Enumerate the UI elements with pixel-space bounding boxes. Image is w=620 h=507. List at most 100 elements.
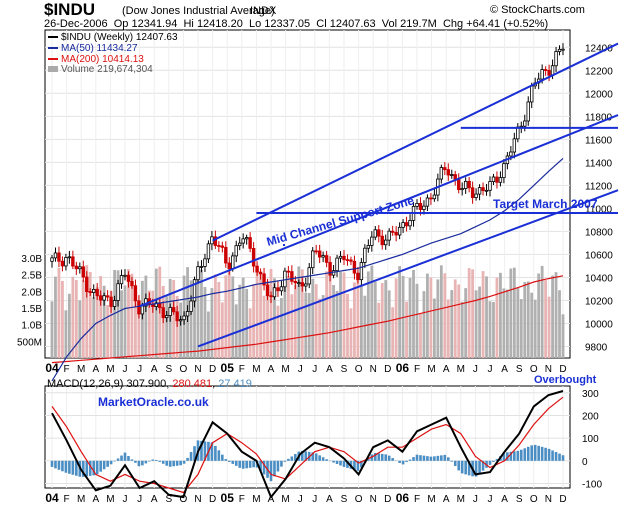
candle-body bbox=[178, 319, 183, 322]
candle-body bbox=[74, 265, 79, 270]
volume-bar bbox=[415, 283, 419, 358]
candle-body bbox=[185, 311, 190, 317]
candle-body bbox=[512, 138, 517, 153]
macd-histogram-bar bbox=[61, 460, 64, 472]
candle-body bbox=[102, 295, 106, 301]
volume-bar bbox=[259, 272, 262, 358]
volume-bar bbox=[533, 299, 537, 358]
legend-price-swatch bbox=[48, 36, 58, 39]
volume-bar bbox=[297, 266, 301, 358]
macd-histogram-bar bbox=[68, 460, 71, 474]
volume-bar bbox=[262, 295, 266, 358]
macd-x-tick-label: J bbox=[488, 494, 493, 505]
volume-bar bbox=[241, 277, 245, 358]
macd-histogram-bar bbox=[234, 460, 238, 466]
candle-body bbox=[439, 167, 444, 180]
volume-bar bbox=[551, 275, 554, 358]
legend-ma50-swatch bbox=[48, 47, 58, 50]
volume-bar bbox=[227, 264, 231, 358]
macd-histogram-bar bbox=[287, 458, 290, 461]
candle-body bbox=[227, 262, 231, 269]
candle-body bbox=[244, 237, 249, 240]
candle-body bbox=[140, 305, 145, 315]
candle-body bbox=[126, 274, 131, 282]
volume-bar bbox=[203, 287, 207, 358]
candle-body bbox=[109, 296, 113, 307]
volume-bar bbox=[391, 307, 395, 358]
volume-bar bbox=[426, 273, 429, 358]
macd-histogram-bar bbox=[488, 460, 492, 465]
macd-x-tick-label: O bbox=[530, 494, 538, 505]
macd-histogram-bar bbox=[346, 460, 349, 468]
volume-bar bbox=[280, 298, 283, 358]
volume-bar bbox=[436, 279, 440, 358]
volume-bar bbox=[127, 269, 130, 358]
volume-bar bbox=[321, 295, 325, 358]
candle-body bbox=[446, 169, 450, 176]
macd-histogram-bar bbox=[554, 452, 558, 461]
macd-x-tick-label: M bbox=[457, 494, 465, 505]
macd-histogram-bar bbox=[387, 455, 391, 461]
candle-body bbox=[53, 252, 58, 259]
candle-body bbox=[85, 276, 89, 292]
candle-body bbox=[384, 239, 388, 246]
macd-x-tick-label: M bbox=[106, 494, 114, 505]
volume-bar bbox=[467, 268, 471, 358]
candle-body bbox=[484, 189, 489, 192]
macd-histogram-bar bbox=[356, 460, 360, 471]
macd-histogram-bar bbox=[481, 460, 485, 471]
candle-body bbox=[404, 222, 409, 227]
volume-bar bbox=[224, 275, 228, 358]
candle-body bbox=[283, 270, 287, 288]
volume-tick-label: 2.0B bbox=[21, 287, 42, 298]
macd-x-tick-label: O bbox=[180, 494, 188, 505]
legend-ma50-text: MA(50) 11434.27 bbox=[61, 43, 138, 54]
macd-histogram-bar bbox=[123, 452, 127, 461]
candle-body bbox=[481, 187, 485, 192]
macd-x-tick-label: N bbox=[545, 494, 552, 505]
candle-body bbox=[262, 273, 266, 286]
macd-histogram-bar bbox=[440, 455, 443, 461]
candle-body bbox=[217, 245, 221, 247]
macd-tick-label: 100 bbox=[582, 434, 599, 445]
price-x-tick-label: M bbox=[252, 364, 260, 375]
candle-body bbox=[502, 163, 506, 179]
macd-x-tick-label: J bbox=[123, 494, 128, 505]
volume-bar bbox=[252, 284, 256, 358]
macd-x-tick-label: 04 bbox=[45, 491, 59, 505]
candle-body bbox=[196, 266, 200, 281]
candle-body bbox=[349, 259, 353, 262]
volume-bar bbox=[61, 280, 64, 358]
quote-change-label: Chg bbox=[442, 18, 464, 30]
candle-body bbox=[342, 255, 346, 261]
volume-bar bbox=[366, 271, 370, 358]
candle-body bbox=[432, 194, 437, 200]
macd-x-tick-label: 05 bbox=[221, 491, 235, 505]
macd-tick-label: -100 bbox=[582, 479, 602, 490]
macd-x-tick-label: J bbox=[298, 494, 303, 505]
candle-body bbox=[78, 266, 82, 270]
candle-body bbox=[192, 279, 197, 302]
candle-body bbox=[463, 180, 468, 189]
macd-histogram-bar bbox=[109, 460, 113, 465]
volume-bar bbox=[255, 267, 259, 358]
macd-histogram-bar bbox=[172, 460, 175, 467]
macd-histogram-bar bbox=[453, 460, 457, 467]
macd-histogram-bar bbox=[304, 451, 308, 461]
macd-histogram-bar bbox=[523, 448, 527, 461]
price-x-tick-label: 04 bbox=[45, 361, 59, 375]
volume-bar bbox=[67, 293, 71, 358]
volume-bar bbox=[92, 297, 96, 358]
macd-histogram-bar bbox=[259, 460, 262, 471]
candle-body bbox=[450, 174, 454, 176]
legend-volume-swatch bbox=[48, 66, 58, 73]
macd-histogram-bar bbox=[238, 460, 242, 468]
volume-bar bbox=[495, 277, 499, 358]
volume-bar bbox=[318, 298, 322, 358]
macd-label-name: MACD(12,26,9) bbox=[47, 378, 124, 390]
candle-body bbox=[324, 255, 329, 263]
macd-histogram-bar bbox=[168, 460, 172, 467]
volume-bar bbox=[144, 275, 148, 358]
macd-histogram-bar bbox=[537, 445, 540, 461]
macd-histogram-bar bbox=[506, 452, 509, 461]
